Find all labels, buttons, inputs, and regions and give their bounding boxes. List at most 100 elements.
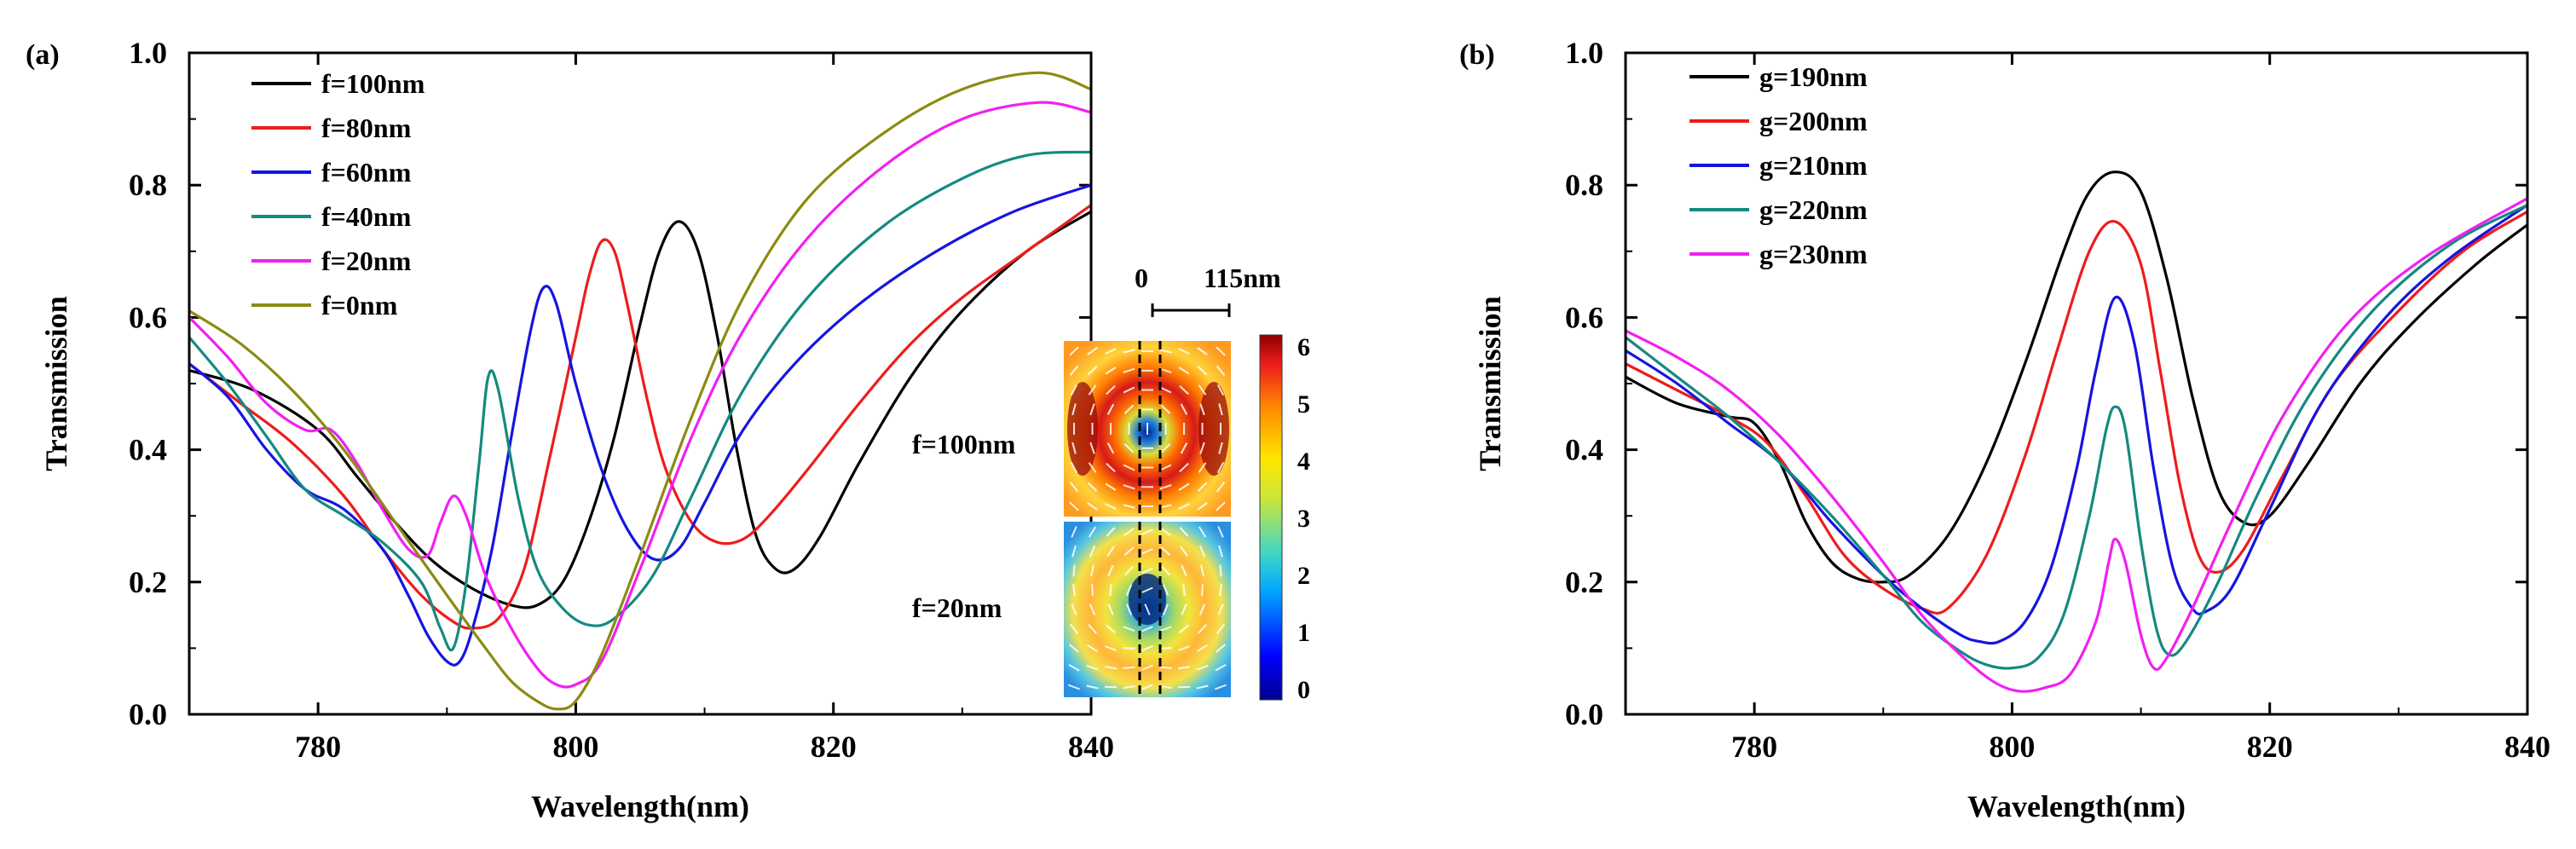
colorbar-tick-label: 4 — [1297, 448, 1310, 476]
field-vector-arrow — [1088, 526, 1097, 538]
panel-b-series — [1626, 170, 2527, 693]
field-vector-arrow — [1125, 584, 1133, 597]
field-vector-arrow — [1071, 403, 1077, 416]
field-vector-arrow — [1069, 346, 1079, 356]
field-vector-arrow — [1072, 564, 1076, 577]
field-vector-arrow — [1105, 348, 1117, 355]
field-vector-arrow — [1071, 442, 1077, 454]
field-vector-arrow — [1069, 501, 1079, 511]
field-vector-arrow — [1198, 384, 1207, 396]
legend-label: g=190nm — [1759, 61, 1868, 92]
field-vector-arrow — [1087, 502, 1098, 511]
legend-label: f=100nm — [321, 68, 425, 99]
panel-b: (b) 0.0 0.2 0.4 0.6 0.8 1.0 780 800 820 840 Wave… — [1459, 36, 2550, 823]
field-vector-arrow — [1177, 666, 1191, 670]
field-vector-arrow — [1178, 348, 1190, 355]
field-vector-arrow — [1216, 365, 1226, 376]
field-vector-arrow — [1069, 365, 1079, 376]
field-vector-arrow — [1124, 565, 1134, 576]
field-vector-arrow — [1180, 546, 1188, 557]
series-line-g=220nm — [1626, 204, 2527, 670]
field-vector-arrow — [1141, 626, 1153, 632]
field-vector-arrow — [1089, 545, 1096, 557]
series-line-f=0nm — [189, 71, 1091, 711]
field-vector-arrow — [1068, 684, 1080, 690]
field-vector-arrow — [1197, 644, 1208, 653]
field-vector-arrow — [1141, 548, 1153, 555]
field-vector-arrow — [1217, 526, 1224, 538]
field-vector-arrow — [1201, 584, 1204, 597]
field-vector-arrow — [1218, 403, 1223, 416]
colorbar-tick-label: 0 — [1297, 676, 1310, 704]
field-vector-arrow — [1198, 526, 1207, 538]
field-vector-arrow — [1179, 527, 1189, 537]
series-line-g=190nm — [1626, 170, 2527, 584]
field-vector-arrow — [1125, 604, 1133, 615]
field-vector-arrow — [1123, 504, 1135, 509]
field-vector-arrow — [1123, 386, 1135, 394]
field-vector-arrow — [1199, 403, 1205, 416]
y-tick-label: 0.2 — [129, 565, 167, 599]
field-vector-arrow — [1106, 462, 1116, 473]
field-vector-arrow — [1160, 443, 1171, 453]
field-vector-arrow — [1182, 584, 1186, 597]
legend-label: f=60nm — [321, 157, 412, 188]
field-vector-arrow — [1198, 462, 1207, 473]
field-vector-arrow — [1123, 464, 1135, 471]
y-tick-label: 0.4 — [1565, 433, 1603, 467]
x-tick-label: 840 — [2504, 730, 2550, 764]
field-vector-arrow — [1106, 384, 1116, 396]
field-vector-arrow — [1106, 546, 1115, 557]
y-tick-label: 1.0 — [129, 36, 167, 70]
series-line-g=230nm — [1626, 197, 2527, 693]
field-vector-arrow — [1087, 347, 1098, 355]
y-tick-label: 0.4 — [129, 433, 167, 467]
field-vector-arrow — [1198, 545, 1206, 557]
y-tick-label: 0.8 — [1565, 168, 1603, 202]
field-vector-arrow — [1216, 384, 1225, 396]
field-vector-arrow — [1068, 644, 1080, 653]
field-vector-arrow — [1105, 482, 1117, 491]
field-vector-arrow — [1141, 567, 1153, 575]
field-vector-arrow — [1179, 384, 1189, 396]
field-vector-arrow — [1159, 386, 1172, 394]
field-vector-arrow — [1219, 564, 1222, 577]
field-vector-arrow — [1159, 647, 1172, 650]
field-vector-arrow — [1181, 564, 1187, 577]
field-vector-arrow — [1144, 604, 1151, 615]
x-tick-label: 780 — [1731, 730, 1777, 764]
field-vector-arrow — [1162, 584, 1170, 597]
field-vector-arrow — [1071, 604, 1077, 615]
field-vector-arrow — [1072, 584, 1076, 597]
field-vector-arrow — [1180, 403, 1188, 415]
field-map-inset: 0 115nm f=100nm f=20nm 0 1 2 3 4 5 6 — [912, 263, 1310, 704]
field-vector-arrow — [1123, 626, 1135, 632]
field-vector-arrow — [1123, 349, 1135, 354]
y-tick-label: 0.6 — [1565, 300, 1603, 334]
series-line-f=80nm — [189, 204, 1091, 630]
field-vector-arrow — [1162, 604, 1170, 615]
x-tick-label: 840 — [1068, 730, 1114, 764]
field-vector-arrow — [1141, 664, 1153, 671]
field-vector-arrow — [1123, 528, 1135, 536]
field-vector-arrow — [1104, 666, 1118, 670]
panel-b-label: (b) — [1459, 39, 1495, 71]
field-vector-arrow — [1105, 503, 1117, 510]
panel-b-frame — [1624, 51, 2529, 716]
field-vector-arrow — [1160, 404, 1171, 414]
field-vector-arrow — [1069, 623, 1079, 634]
scale-label-length: 115nm — [1204, 263, 1281, 293]
field-vector-arrow — [1159, 367, 1172, 373]
field-vector-arrow — [1070, 461, 1078, 474]
field-vector-arrow — [1123, 684, 1135, 690]
field-vector-arrow — [1104, 685, 1118, 689]
x-tick-label: 800 — [1989, 730, 2035, 764]
field-vector-arrow — [1091, 584, 1094, 597]
field-vector-arrow — [1087, 644, 1098, 653]
inset-row-label-bottom: f=20nm — [912, 592, 1002, 623]
colorbar-tick-label: 2 — [1297, 562, 1310, 590]
field-vector-arrow — [1123, 484, 1135, 490]
series-line-f=20nm — [189, 101, 1091, 689]
field-vector-arrow — [1196, 664, 1209, 671]
field-vector-arrow — [1141, 684, 1153, 690]
